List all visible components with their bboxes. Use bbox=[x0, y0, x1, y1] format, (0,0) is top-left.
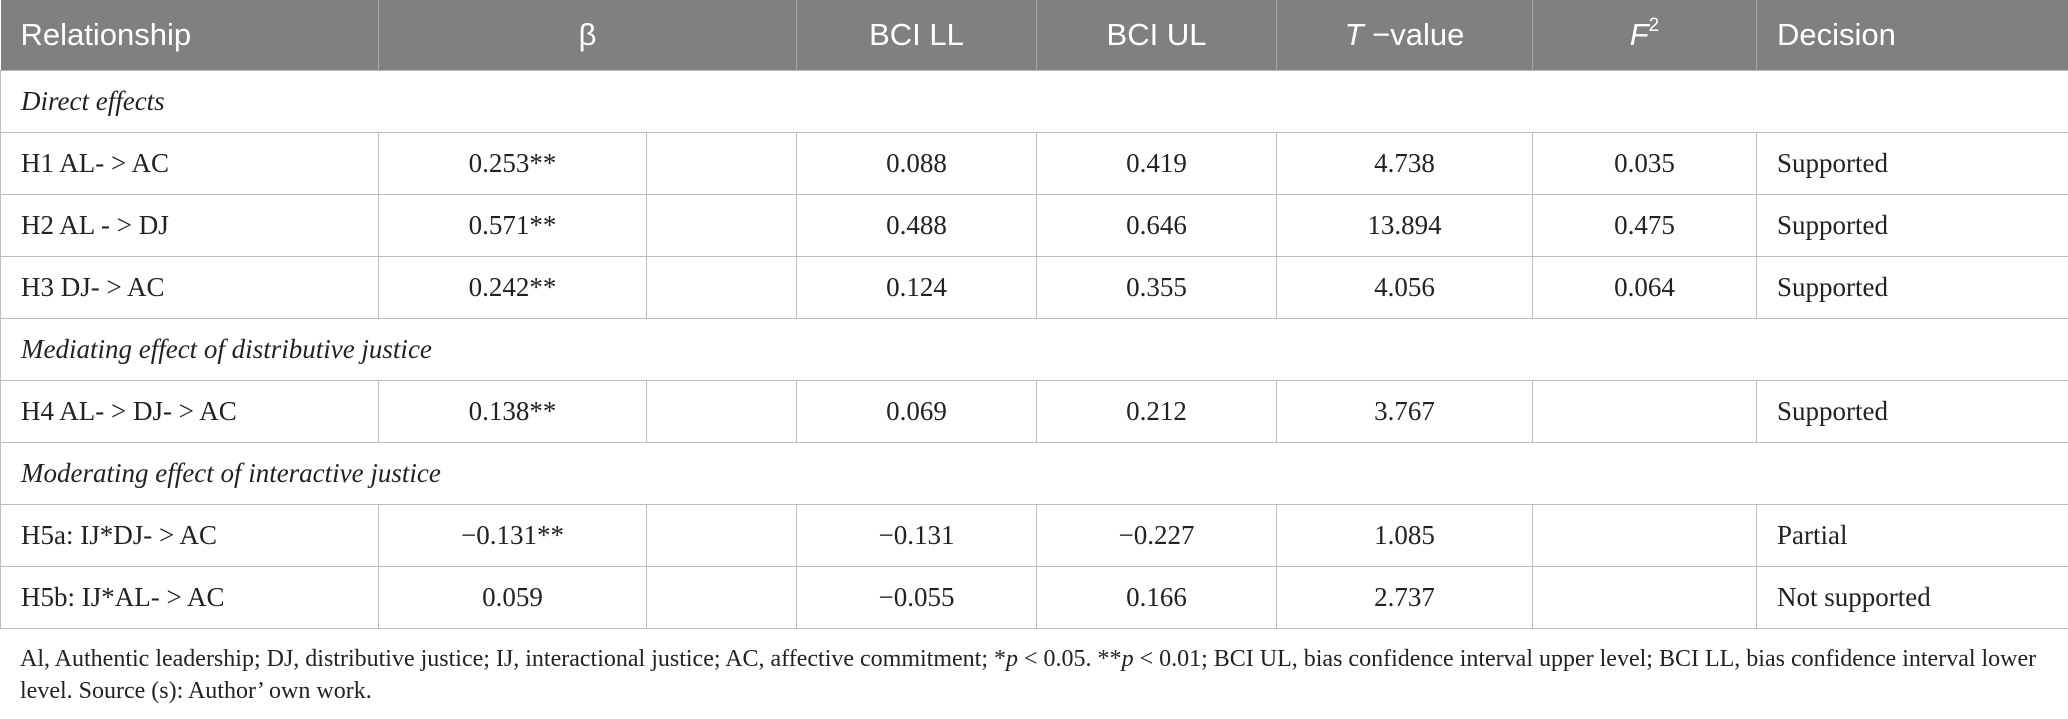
cell-f2: 0.035 bbox=[1532, 131, 1757, 195]
table-row: H3 DJ- > AC 0.242** 0.124 0.355 4.056 0.… bbox=[0, 255, 2068, 319]
section-row: Direct effects bbox=[0, 69, 2068, 133]
cell-bci-ll: −0.055 bbox=[796, 565, 1037, 629]
cell-t-value: 2.737 bbox=[1276, 565, 1533, 629]
col-header-t-value: T −value bbox=[1276, 0, 1533, 70]
cell-t-value: 4.056 bbox=[1276, 255, 1533, 319]
cell-bci-ll: −0.131 bbox=[796, 503, 1037, 567]
col-header-bci-ul: BCI UL bbox=[1036, 0, 1277, 70]
footnote-text-2: < 0.05. ** bbox=[1018, 646, 1122, 672]
f2-base: F bbox=[1629, 16, 1649, 52]
cell-bci-ul: 0.646 bbox=[1036, 193, 1277, 257]
section-moderating-effect: Moderating effect of interactive justice bbox=[0, 441, 2068, 505]
table-row: H1 AL- > AC 0.253** 0.088 0.419 4.738 0.… bbox=[0, 131, 2068, 195]
cell-relationship: H5b: IJ*AL- > AC bbox=[0, 565, 379, 629]
col-header-decision: Decision bbox=[1756, 0, 2068, 70]
cell-bci-ul: 0.166 bbox=[1036, 565, 1277, 629]
cell-f2 bbox=[1532, 503, 1757, 567]
cell-t-value: 1.085 bbox=[1276, 503, 1533, 567]
cell-decision: Partial bbox=[1756, 503, 2068, 567]
cell-bci-ul: −0.227 bbox=[1036, 503, 1277, 567]
t-value-symbol: T bbox=[1344, 16, 1364, 52]
cell-f2 bbox=[1532, 379, 1757, 443]
cell-bci-ul: 0.419 bbox=[1036, 131, 1277, 195]
cell-bci-ll: 0.124 bbox=[796, 255, 1037, 319]
cell-t-value: 4.738 bbox=[1276, 131, 1533, 195]
cell-t-value: 13.894 bbox=[1276, 193, 1533, 257]
footnote-text-1: Al, Authentic leadership; DJ, distributi… bbox=[20, 646, 1007, 672]
section-direct-effects: Direct effects bbox=[0, 69, 2068, 133]
table-row: H2 AL - > DJ 0.571** 0.488 0.646 13.894 … bbox=[0, 193, 2068, 257]
cell-decision: Not supported bbox=[1756, 565, 2068, 629]
cell-beta: −0.131** bbox=[378, 503, 647, 567]
cell-bci-ll: 0.488 bbox=[796, 193, 1037, 257]
table-row: H5b: IJ*AL- > AC 0.059 −0.055 0.166 2.73… bbox=[0, 565, 2068, 629]
section-mediating-effect: Mediating effect of distributive justice bbox=[0, 317, 2068, 381]
footnote-p-symbol: p bbox=[1006, 646, 1019, 672]
cell-beta: 0.059 bbox=[378, 565, 647, 629]
cell-f2 bbox=[1532, 565, 1757, 629]
section-row: Moderating effect of interactive justice bbox=[0, 441, 2068, 505]
cell-relationship: H4 AL- > DJ- > AC bbox=[0, 379, 379, 443]
f2-superscript: 2 bbox=[1648, 14, 1660, 36]
table-row: H5a: IJ*DJ- > AC −0.131** −0.131 −0.227 … bbox=[0, 503, 2068, 567]
footnote-text-3: < 0.01; BCI UL, bias confidence interval… bbox=[20, 646, 2037, 704]
cell-relationship: H2 AL - > DJ bbox=[0, 193, 379, 257]
cell-f2: 0.475 bbox=[1532, 193, 1757, 257]
cell-relationship: H1 AL- > AC bbox=[0, 131, 379, 195]
cell-extra bbox=[646, 379, 797, 443]
cell-bci-ul: 0.355 bbox=[1036, 255, 1277, 319]
table-footnote: Al, Authentic leadership; DJ, distributi… bbox=[20, 643, 2050, 707]
section-row: Mediating effect of distributive justice bbox=[0, 317, 2068, 381]
cell-bci-ul: 0.212 bbox=[1036, 379, 1277, 443]
col-header-relationship: Relationship bbox=[0, 0, 379, 70]
cell-beta: 0.138** bbox=[378, 379, 647, 443]
cell-extra bbox=[646, 131, 797, 195]
footnote-p-symbol: p bbox=[1121, 646, 1134, 672]
col-header-bci-ll: BCI LL bbox=[796, 0, 1037, 70]
table-row: H4 AL- > DJ- > AC 0.138** 0.069 0.212 3.… bbox=[0, 379, 2068, 443]
cell-bci-ll: 0.088 bbox=[796, 131, 1037, 195]
results-table: Relationship β BCI LL BCI UL T −value F2… bbox=[0, 0, 2068, 629]
cell-extra bbox=[646, 565, 797, 629]
col-header-beta: β bbox=[378, 0, 797, 70]
cell-t-value: 3.767 bbox=[1276, 379, 1533, 443]
cell-extra bbox=[646, 193, 797, 257]
cell-decision: Supported bbox=[1756, 255, 2068, 319]
cell-bci-ll: 0.069 bbox=[796, 379, 1037, 443]
cell-extra bbox=[646, 503, 797, 567]
header-row: Relationship β BCI LL BCI UL T −value F2… bbox=[0, 0, 2068, 70]
cell-decision: Supported bbox=[1756, 131, 2068, 195]
cell-decision: Supported bbox=[1756, 193, 2068, 257]
cell-f2: 0.064 bbox=[1532, 255, 1757, 319]
cell-relationship: H5a: IJ*DJ- > AC bbox=[0, 503, 379, 567]
t-value-suffix: −value bbox=[1363, 16, 1465, 52]
cell-decision: Supported bbox=[1756, 379, 2068, 443]
cell-extra bbox=[646, 255, 797, 319]
cell-beta: 0.253** bbox=[378, 131, 647, 195]
cell-beta: 0.571** bbox=[378, 193, 647, 257]
cell-relationship: H3 DJ- > AC bbox=[0, 255, 379, 319]
cell-beta: 0.242** bbox=[378, 255, 647, 319]
col-header-f2: F2 bbox=[1532, 0, 1757, 70]
